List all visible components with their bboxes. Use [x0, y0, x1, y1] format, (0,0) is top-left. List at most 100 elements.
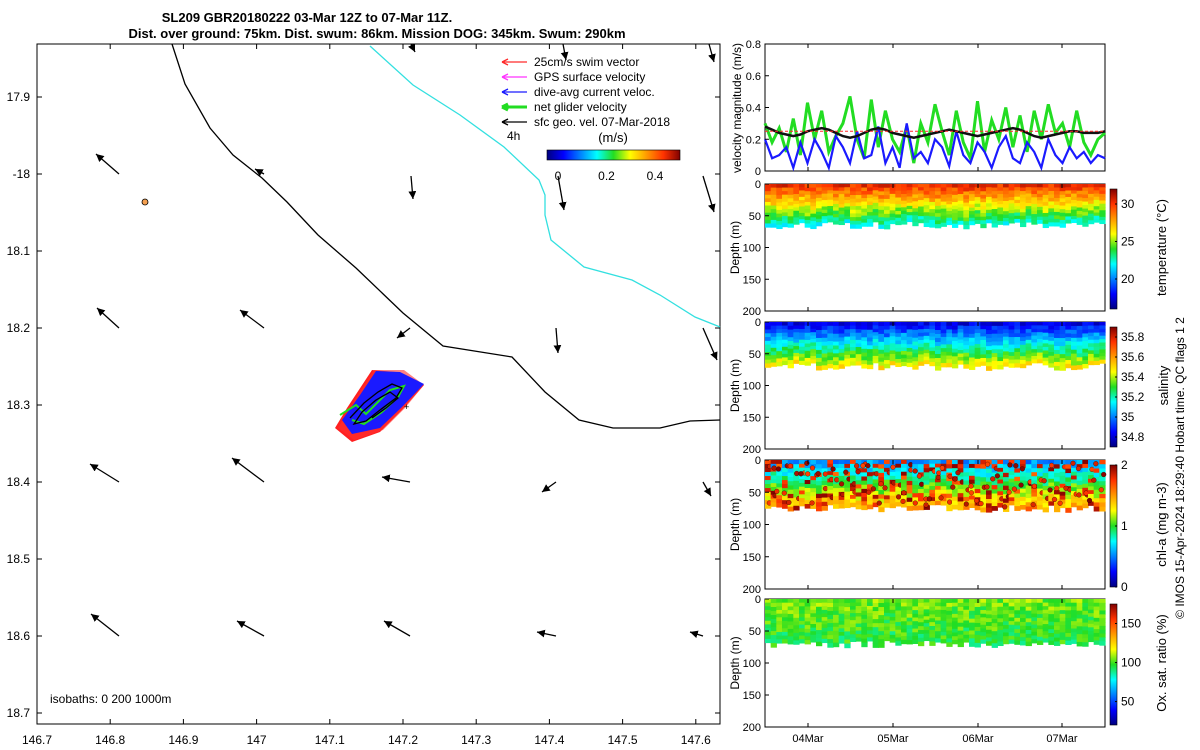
section-cell [810, 349, 817, 354]
section-cell [1037, 460, 1044, 465]
section-cell [895, 200, 902, 205]
section-cell [787, 348, 794, 354]
section-cell [1054, 606, 1061, 612]
section-cell [878, 325, 885, 331]
section-cell [782, 624, 789, 629]
section-cell [935, 346, 942, 351]
section-cell [872, 196, 879, 201]
section-cell [1099, 637, 1106, 642]
section-cell [901, 628, 908, 634]
section-cell [991, 198, 998, 203]
section-cell [1048, 460, 1055, 465]
section-cell [997, 471, 1004, 477]
section-cell [952, 632, 959, 637]
section-cell [991, 333, 998, 339]
section-cell [912, 632, 919, 637]
section-cell [855, 220, 862, 226]
chl-sample-dot [860, 463, 866, 469]
section-y-tick-label: 200 [743, 584, 761, 596]
section-cell [935, 631, 942, 636]
section-cell [776, 483, 783, 488]
section-cell [940, 606, 947, 611]
section-cell [974, 200, 981, 205]
section-cell [957, 618, 964, 624]
section-cell [918, 184, 925, 188]
section-cell [810, 616, 817, 622]
section-cell [1054, 222, 1061, 227]
section-cell [1071, 341, 1078, 347]
section-cell [929, 493, 936, 498]
section-cell [821, 193, 828, 198]
section-ylabel: Depth (m) [728, 636, 742, 689]
section-cell [946, 214, 953, 219]
section-cell [986, 338, 993, 343]
section-cell [770, 607, 777, 612]
section-cell [1048, 344, 1055, 349]
section-cell [1082, 463, 1089, 469]
section-cell [770, 329, 777, 334]
section-cell [1020, 637, 1027, 642]
section-cell [838, 337, 845, 342]
section-cell [974, 216, 981, 221]
section-cell [872, 352, 879, 357]
section-cell [1031, 606, 1038, 611]
section-cell [991, 627, 998, 632]
section-cell [799, 609, 806, 615]
section-cell [861, 476, 868, 482]
section-cell [838, 204, 845, 209]
section-cell [884, 221, 891, 226]
chl-sample-dot [1019, 466, 1025, 472]
section-cell [1025, 212, 1032, 217]
section-cell [816, 218, 823, 223]
section-cell [1054, 333, 1061, 339]
section-cell [980, 481, 987, 487]
section-cell [850, 602, 857, 607]
section-cell [878, 635, 885, 640]
section-cell [1088, 463, 1095, 469]
section-cell [889, 187, 896, 192]
section-cell [1076, 618, 1083, 624]
section-cell [833, 602, 840, 608]
section-cell [1020, 505, 1027, 510]
section-cell [1037, 210, 1044, 215]
section-cell [878, 494, 885, 500]
section-cell [889, 475, 896, 481]
section-cell [1020, 201, 1027, 206]
section-cell [855, 322, 862, 327]
section-cell [827, 611, 834, 616]
section-cell [1071, 365, 1078, 371]
section-cell [1025, 196, 1032, 201]
section-cell [844, 336, 851, 341]
section-cell [787, 184, 794, 189]
geo-arrow [231, 457, 265, 483]
section-cell [969, 325, 976, 331]
section-cell [895, 599, 902, 604]
section-cell [1042, 194, 1049, 200]
section-cell [1025, 206, 1032, 210]
section-cell [957, 220, 964, 225]
section-cell [1088, 471, 1095, 476]
section-cell [844, 206, 851, 211]
section-cell [929, 325, 936, 330]
section-cell [878, 507, 885, 513]
section-cell [946, 481, 953, 486]
section-cell [1048, 599, 1055, 604]
section-cell [844, 347, 851, 352]
section-cell [1099, 493, 1106, 499]
section-cell [1059, 599, 1066, 604]
section-cell [957, 602, 964, 608]
section-cell [969, 499, 976, 505]
section-cell [799, 613, 806, 618]
section-cell [980, 610, 987, 615]
section-cell [889, 613, 896, 618]
section-cell [1082, 201, 1089, 206]
section-cell [861, 348, 868, 354]
section-cell [1099, 618, 1106, 623]
section-cell [838, 471, 845, 477]
section-cell [1048, 329, 1055, 334]
geo-arrow [95, 153, 120, 175]
section-cell [1082, 634, 1089, 639]
section-cell [946, 363, 953, 368]
section-cell [957, 468, 964, 474]
section-cell [1014, 468, 1021, 474]
